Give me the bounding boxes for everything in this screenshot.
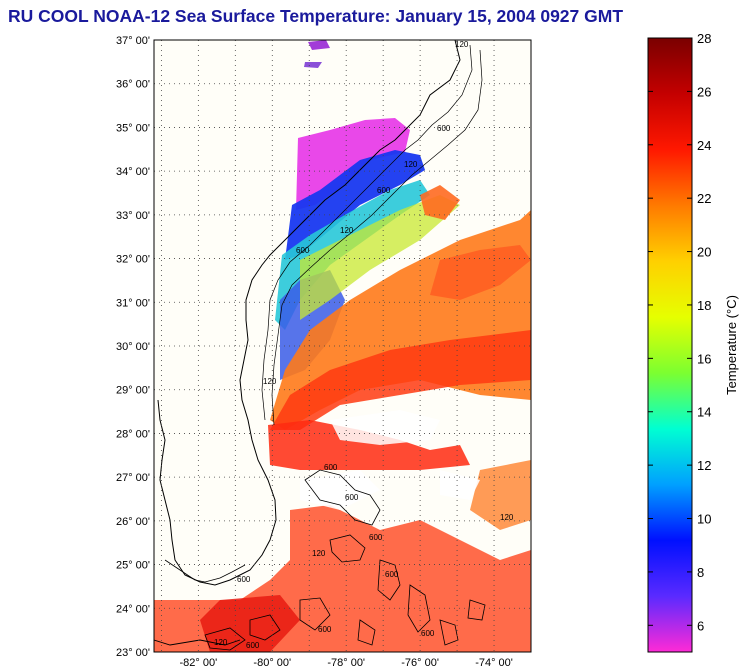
colorbar-tick-label: 24 <box>697 138 711 153</box>
latitude-label: 36° 00' <box>116 79 150 91</box>
contour-label: 600 <box>377 186 391 195</box>
contour-label: 600 <box>369 533 383 542</box>
contour-label: 600 <box>237 575 251 584</box>
contour-labels: 120 600 120 600 120 600 120 600 600 600 600 120 600 1… <box>214 40 514 650</box>
sst-imagery <box>154 40 531 652</box>
contour-label: 120 <box>404 160 418 169</box>
colorbar-tick-label: 20 <box>697 245 711 260</box>
colorbar-tick-label: 10 <box>697 512 711 527</box>
longitude-label: -80° 00' <box>253 657 291 669</box>
latitude-label: 34° 00' <box>116 166 150 178</box>
longitude-label: -76° 00' <box>401 657 439 669</box>
colorbar-tick-label: 16 <box>697 351 711 366</box>
colorbar-tick-label: 6 <box>697 618 704 633</box>
colorbar-ticks: 28 26 24 22 20 18 16 14 12 10 8 6 <box>648 31 711 633</box>
sst-gulf-stream-core <box>270 330 531 430</box>
sst-florida-red <box>268 420 470 470</box>
contour-label: 600 <box>296 246 310 255</box>
coastline-gulf <box>154 639 241 646</box>
contour-label: 120 <box>214 638 228 647</box>
contour-label: 120 <box>312 549 326 558</box>
contour-label: 600 <box>437 124 451 133</box>
sst-transition-yellow <box>300 195 460 320</box>
isobath-600 <box>271 49 483 426</box>
sst-offshore-patch-2 <box>420 185 460 220</box>
latitude-labels: 37° 00' 36° 00' 35° 00' 34° 00' 33° 00' 32° 0… <box>116 35 150 659</box>
colorbar-tick-label: 26 <box>697 84 711 99</box>
latitude-label: 28° 00' <box>116 428 150 440</box>
florida-keys <box>164 559 246 583</box>
cloud-gap <box>330 410 440 445</box>
latitude-label: 25° 00' <box>116 560 150 572</box>
colorbar-tick-label: 8 <box>697 565 704 580</box>
contour-label: 600 <box>246 641 260 650</box>
contour-label: 120 <box>500 513 514 522</box>
colorbar-tick-label: 28 <box>697 31 711 46</box>
colorbar-label: Temperature (°C) <box>724 295 739 395</box>
contour-label: 120 <box>455 40 469 49</box>
sst-purple-spot-2 <box>304 62 322 68</box>
bahamas-islands <box>204 469 486 651</box>
contour-label: 600 <box>324 463 338 472</box>
coastline <box>157 40 461 586</box>
latitude-label: 30° 00' <box>116 341 150 353</box>
contour-label: 120 <box>263 377 277 386</box>
latitude-label: 24° 00' <box>116 603 150 615</box>
contour-label: 600 <box>421 629 435 638</box>
latitude-label: 23° 00' <box>116 647 150 659</box>
map-grid <box>154 40 531 652</box>
isobath-120 <box>261 44 473 421</box>
longitude-label: -78° 00' <box>327 657 365 669</box>
colorbar-tick-label: 18 <box>697 298 711 313</box>
colorbar <box>647 37 693 653</box>
map-title: RU COOL NOAA-12 Sea Surface Temperature:… <box>8 6 624 26</box>
latitude-label: 33° 00' <box>116 210 150 222</box>
contour-label: 600 <box>385 570 399 579</box>
contour-label: 120 <box>340 226 354 235</box>
longitude-labels: -82° 00' -80° 00' -78° 00' -76° 00' -74° 00' <box>180 657 513 669</box>
colorbar-tick-label: 12 <box>697 458 711 473</box>
latitude-label: 35° 00' <box>116 122 150 134</box>
map-frame <box>153 39 532 653</box>
latitude-label: 27° 00' <box>116 472 150 484</box>
latitude-label: 32° 00' <box>116 254 150 266</box>
contour-label: 600 <box>318 625 332 634</box>
colorbar-tick-label: 22 <box>697 191 711 206</box>
latitude-label: 26° 00' <box>116 516 150 528</box>
latitude-label: 29° 00' <box>116 385 150 397</box>
colorbar-tick-label: 14 <box>697 405 711 420</box>
latitude-label: 31° 00' <box>116 297 150 309</box>
sst-purple-spot <box>308 40 330 50</box>
latitude-label: 37° 00' <box>116 35 150 47</box>
longitude-label: -82° 00' <box>180 657 218 669</box>
longitude-label: -74° 00' <box>475 657 513 669</box>
sst-offshore-patch <box>430 245 531 300</box>
contour-label: 600 <box>345 493 359 502</box>
sst-bahamas-orange <box>470 460 531 530</box>
